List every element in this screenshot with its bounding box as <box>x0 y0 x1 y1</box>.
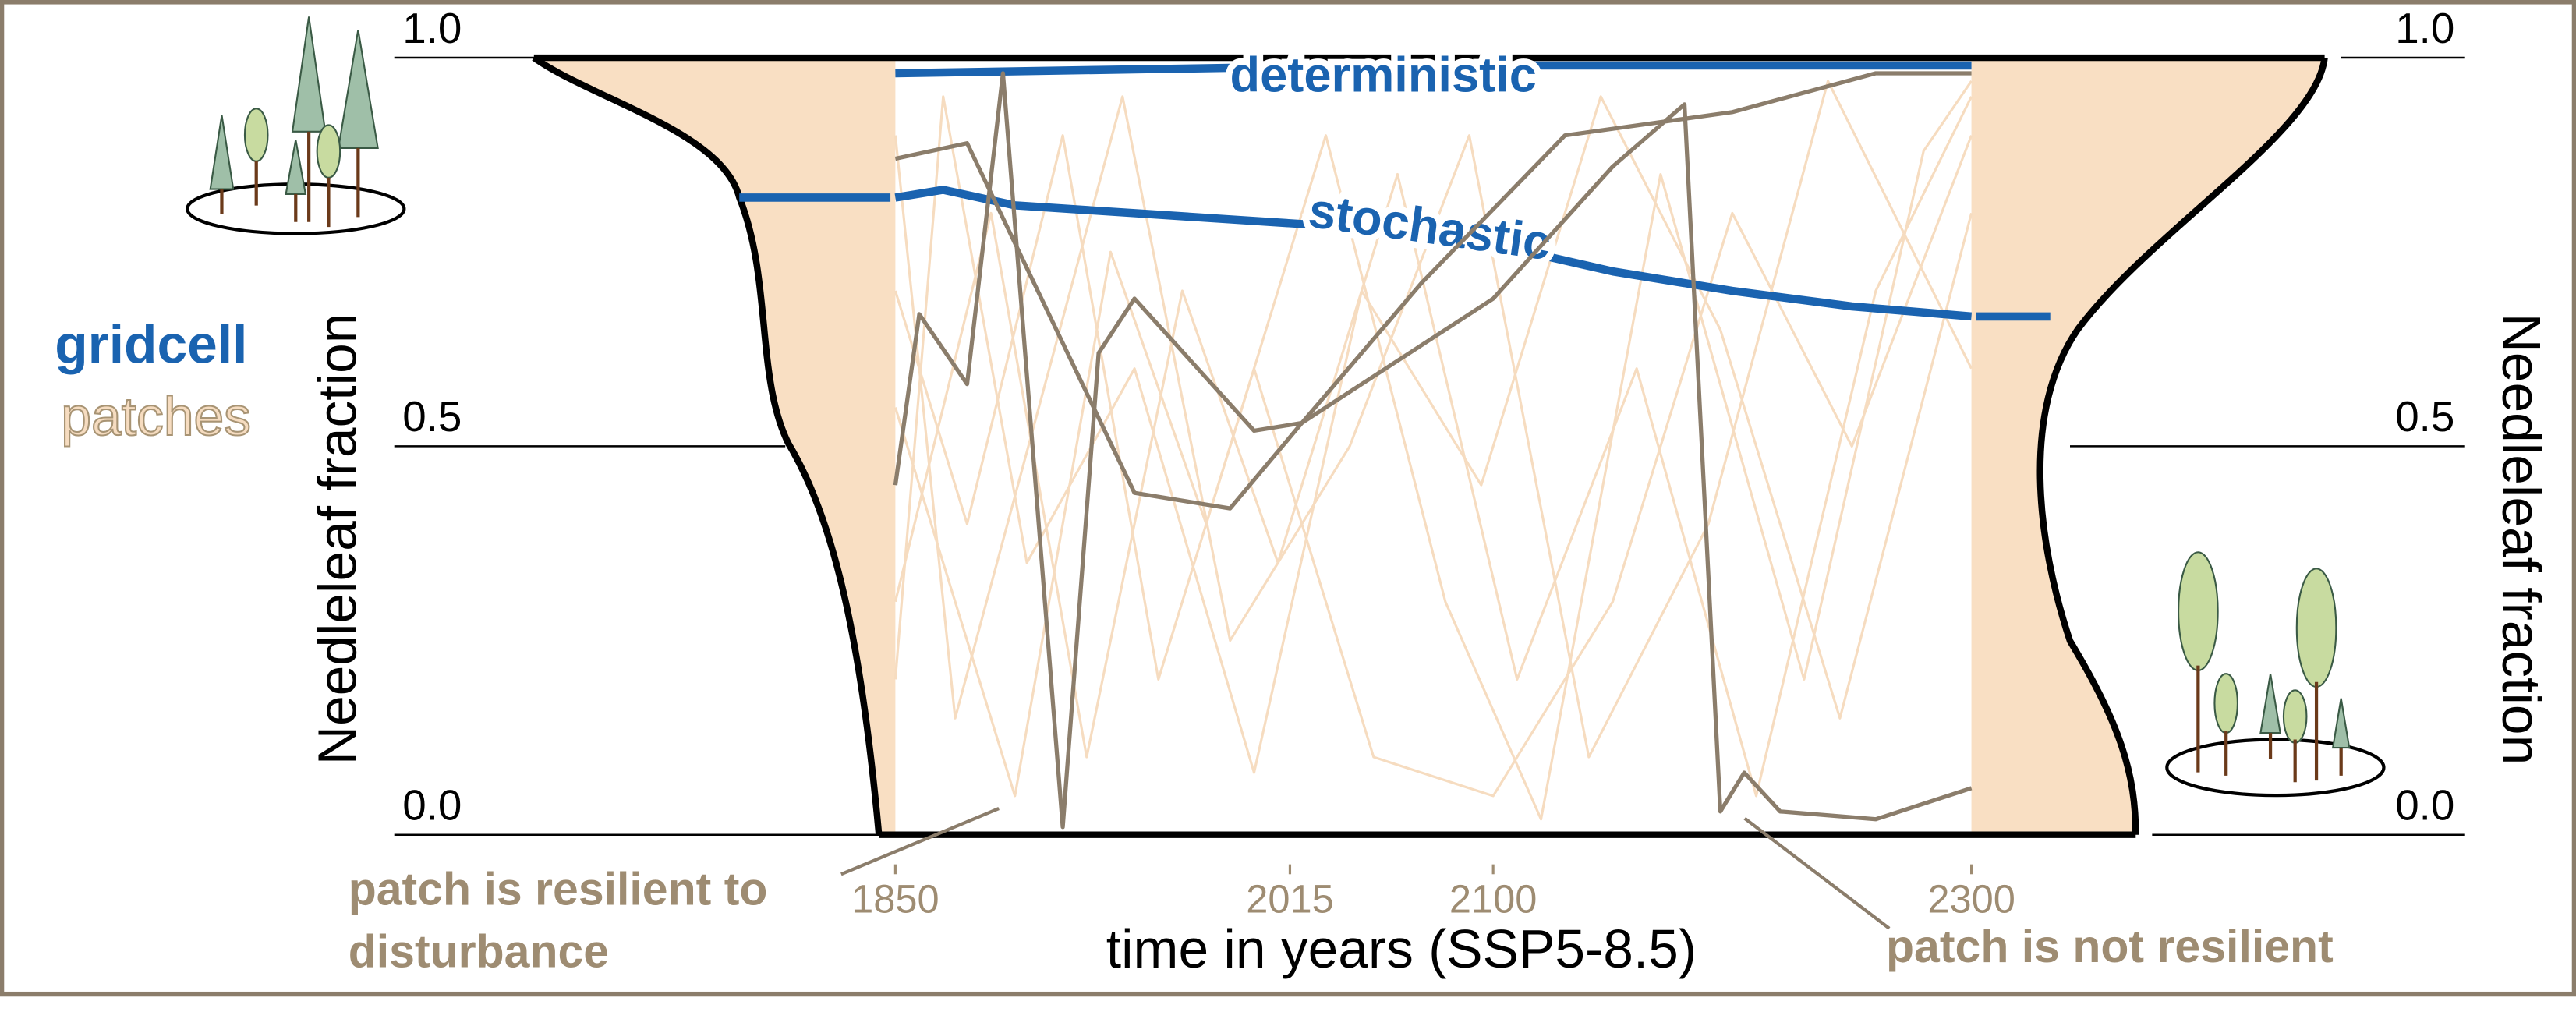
x-tick-label: 2015 <box>1246 876 1333 921</box>
tree-icon-right <box>2167 552 2383 795</box>
x-tick-label: 2100 <box>1449 876 1537 921</box>
chart: deterministic stochastic gridcell patches… <box>0 0 2576 1019</box>
y2-tick-label: 0.0 <box>2395 780 2454 829</box>
legend-patches: patches <box>61 386 250 447</box>
plot-area: deterministic stochastic <box>739 48 2051 827</box>
y2-axis-label: Needleleaf fraction <box>2491 313 2552 766</box>
y2-tick-label: 1.0 <box>2395 4 2454 52</box>
y-tick-label: 0.0 <box>402 780 462 829</box>
x-tick-label: 1850 <box>851 876 939 921</box>
y-axis-label: Needleleaf fraction <box>307 313 368 766</box>
x-tick-label: 2300 <box>1927 876 2015 921</box>
annotation: patch is not resilient <box>1886 921 2334 972</box>
pointer-line <box>841 808 999 874</box>
series-label: deterministic <box>1230 48 1537 103</box>
y2-tick-label: 0.5 <box>2395 392 2454 441</box>
tree-icon-left <box>187 16 404 233</box>
patch-line <box>895 81 1971 819</box>
series-label: stochastic <box>1305 183 1554 271</box>
legend-gridcell: gridcell <box>55 313 247 374</box>
x-axis-label: time in years (SSP5-8.5) <box>1106 918 1697 979</box>
y-tick-label: 0.5 <box>402 392 462 441</box>
patch-line <box>895 97 1971 773</box>
y-tick-label: 1.0 <box>402 4 462 52</box>
patch-line <box>895 73 1971 827</box>
